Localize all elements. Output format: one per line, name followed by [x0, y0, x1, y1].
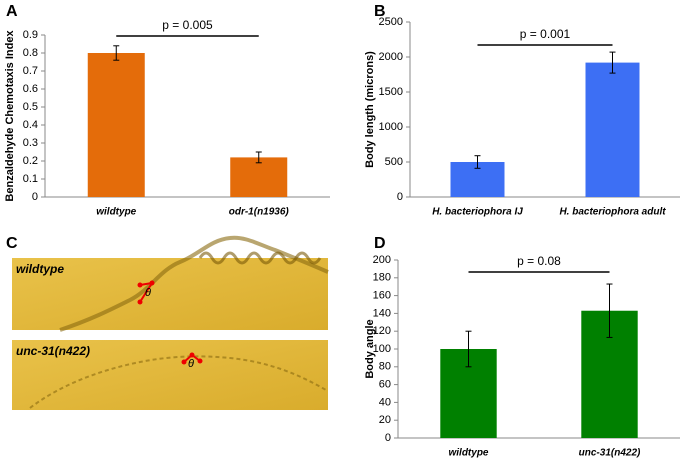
y-tick-label: 0.9 — [23, 29, 38, 41]
worm-wave — [198, 251, 322, 265]
y-tick-label: 200 — [373, 254, 391, 266]
y-axis-label: Body angle — [364, 319, 376, 378]
angle-point — [181, 359, 187, 365]
worm — [29, 355, 327, 409]
y-tick-label: 1000 — [379, 121, 403, 133]
y-tick-label: 2000 — [379, 51, 403, 63]
worm — [59, 235, 329, 332]
panel-letter: B — [374, 3, 386, 20]
y-tick-label: 500 — [385, 156, 403, 168]
y-tick-label: 0.7 — [23, 65, 38, 77]
y-tick-label: 1500 — [379, 86, 403, 98]
x-tick-label: odr-1(n1936) — [229, 207, 290, 218]
y-tick-label: 0 — [32, 191, 38, 203]
y-tick-label: 60 — [379, 379, 391, 391]
y-tick-label: 40 — [379, 396, 391, 408]
image-label: wildtype — [16, 262, 64, 276]
angle-point — [137, 282, 143, 288]
y-tick-label: 2500 — [379, 16, 403, 28]
bar — [230, 157, 288, 197]
y-tick-label: 0.2 — [23, 155, 38, 167]
angle-point — [189, 352, 195, 358]
angle-point — [149, 280, 155, 286]
panel-letter: A — [6, 3, 18, 20]
y-axis-label: Benzaldehyde Chemotaxis Index — [4, 30, 16, 202]
y-tick-label: 0.8 — [23, 47, 38, 59]
y-tick-label: 100 — [373, 343, 391, 355]
y-tick-label: 180 — [373, 272, 391, 284]
y-tick-label: 0.5 — [23, 101, 38, 113]
x-tick-label: wildtype — [448, 448, 488, 458]
y-tick-label: 0.4 — [23, 119, 38, 131]
worm-image — [12, 340, 328, 410]
x-tick-label: H. bacteriophora IJ — [432, 207, 523, 218]
angle-point — [197, 358, 203, 364]
y-tick-label: 140 — [373, 307, 391, 319]
y-tick-label: 20 — [379, 414, 391, 426]
y-tick-label: 120 — [373, 325, 391, 337]
angle-symbol: θ — [145, 287, 151, 299]
panel-letter: D — [374, 235, 386, 252]
y-tick-label: 160 — [373, 290, 391, 302]
y-tick-label: 0 — [385, 432, 391, 444]
x-tick-label: H. bacteriophora adult — [559, 207, 666, 218]
bar — [87, 53, 145, 197]
angle-symbol: θ — [188, 358, 194, 370]
image-label: unc-31(n422) — [16, 344, 90, 358]
bar — [585, 62, 640, 197]
y-tick-label: 80 — [379, 361, 391, 373]
y-tick-label: 0.3 — [23, 137, 38, 149]
annotation: p = 0.005 — [162, 18, 213, 32]
annotation: p = 0.001 — [520, 27, 571, 41]
x-tick-label: wildtype — [96, 207, 136, 218]
y-tick-label: 0.6 — [23, 83, 38, 95]
worm-image — [12, 258, 328, 330]
x-tick-label: unc-31(n422) — [579, 448, 641, 458]
panel-letter: C — [6, 235, 18, 252]
y-tick-label: 0 — [397, 191, 403, 203]
angle-point — [137, 299, 143, 305]
y-tick-label: 0.1 — [23, 173, 38, 185]
y-axis-label: Body length (microns) — [364, 51, 376, 168]
annotation: p = 0.08 — [517, 254, 561, 268]
